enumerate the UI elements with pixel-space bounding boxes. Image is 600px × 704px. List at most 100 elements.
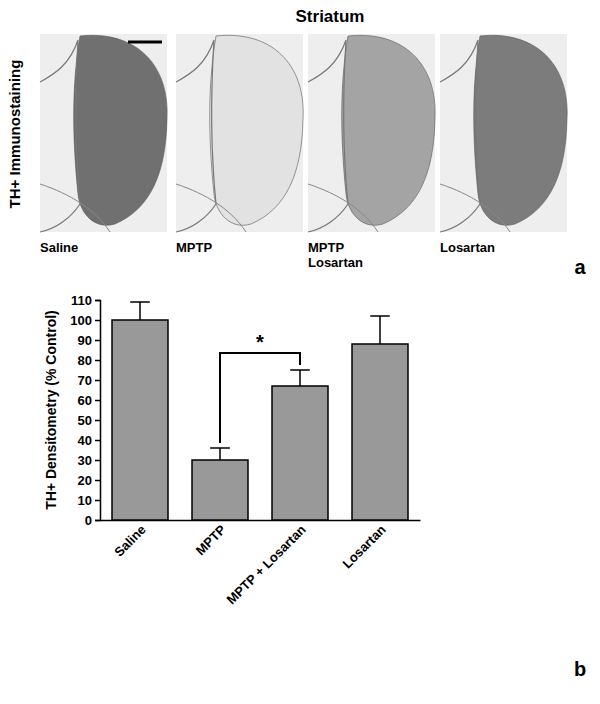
image-background [40, 34, 167, 232]
y-tick-label: 80 [78, 353, 92, 368]
tissue-edge [440, 184, 510, 232]
y-tick: 10 [78, 493, 100, 508]
x-tick: Saline [111, 520, 149, 560]
y-tick: 60 [78, 393, 100, 408]
significance-bracket [220, 353, 300, 443]
error-bar [370, 316, 390, 344]
section-image [176, 34, 303, 232]
plot-area [112, 302, 408, 520]
error-stem [219, 448, 221, 460]
error-cap [290, 369, 310, 371]
ventricle-edge [40, 40, 80, 232]
y-axis-title: TH+ Densitometry (% Control) [43, 310, 59, 510]
x-tick: MPTP + Losartan [224, 520, 309, 607]
image-label: MPTPLosartan [308, 240, 363, 270]
y-tick: 20 [78, 473, 100, 488]
image-label: Saline [40, 240, 78, 255]
y-tick-mark [95, 360, 100, 362]
x-tick-label: MPTP [193, 522, 229, 558]
y-axis-line [95, 301, 101, 521]
striatum [210, 35, 303, 225]
image-label-line: Saline [40, 240, 78, 255]
tissue-edge [176, 184, 246, 232]
y-tick: 0 [85, 513, 100, 528]
y-tick: 80 [78, 353, 100, 368]
x-tick-label: MPTP + Losartan [224, 522, 309, 607]
y-tick-mark [95, 420, 100, 422]
section-image [40, 34, 167, 232]
image-background [440, 34, 567, 232]
y-tick-label: 10 [78, 493, 92, 508]
ventricle-edge [308, 40, 348, 232]
image-background [176, 34, 303, 232]
side-label: TH+ Immunostaining [6, 60, 23, 209]
error-bar [210, 448, 230, 460]
y-tick-label: 20 [78, 473, 92, 488]
section-image [308, 34, 435, 232]
y-tick: 90 [78, 333, 100, 348]
x-tick: MPTP [193, 520, 229, 558]
error-bar [290, 370, 310, 386]
y-tick-mark [95, 340, 100, 342]
significance-label: * [256, 331, 264, 353]
y-tick: 100 [70, 313, 100, 328]
panel-letter: a [574, 256, 586, 278]
y-tick: 70 [78, 373, 100, 388]
image-background [308, 34, 435, 232]
figure: StriatumTH+ ImmunostainingSalineMPTPMPTP… [0, 0, 600, 704]
y-tick: 50 [78, 413, 100, 428]
image-label: MPTP [176, 240, 212, 255]
y-tick-mark [95, 480, 100, 482]
y-tick: 110 [71, 293, 100, 308]
error-stem [299, 370, 301, 386]
image-label-line: MPTP [308, 240, 344, 255]
image-label-line: Losartan [308, 255, 363, 270]
x-tick-label: Losartan [339, 522, 388, 571]
error-bar [130, 302, 150, 320]
tissue-edge [308, 184, 378, 232]
error-cap [370, 315, 390, 317]
ventricle-edge [176, 40, 216, 232]
scale-bar [128, 41, 162, 44]
y-tick-label: 50 [78, 413, 92, 428]
x-axis: Saline MPTPMPTP + Losartan Losartan [101, 520, 421, 607]
y-tick-mark [95, 400, 100, 402]
error-cap [130, 301, 150, 303]
y-tick-mark [95, 440, 100, 442]
panel-letter: b [574, 658, 586, 680]
y-tick-label: 90 [78, 333, 92, 348]
striatum [474, 35, 567, 225]
y-tick-label: 30 [78, 453, 92, 468]
y-tick-mark [95, 520, 100, 522]
y-tick-mark [95, 460, 100, 462]
y-tick-label: 100 [70, 313, 92, 328]
image-label: Losartan [440, 240, 495, 255]
x-tick: Losartan [339, 520, 388, 571]
section-image [440, 34, 567, 232]
panel-title: Striatum [296, 7, 365, 26]
image-label-line: MPTP [176, 240, 212, 255]
error-cap [210, 447, 230, 449]
y-axis: 0 10 20 30 40 50 60 70 80 90 100 110 [70, 293, 100, 528]
image-label-line: Losartan [440, 240, 495, 255]
striatum [342, 35, 435, 225]
bar [192, 460, 248, 520]
y-tick-label: 110 [71, 293, 92, 308]
y-tick-label: 70 [78, 373, 92, 388]
ventricle-edge [440, 40, 480, 232]
bar [272, 386, 328, 520]
bar [112, 320, 168, 520]
error-stem [379, 316, 381, 344]
striatum [74, 35, 167, 225]
y-tick: 30 [78, 453, 100, 468]
y-tick-mark [95, 500, 100, 502]
error-stem [139, 302, 141, 320]
bar [352, 344, 408, 520]
y-tick-label: 40 [78, 433, 92, 448]
y-tick: 40 [78, 433, 100, 448]
y-tick-mark [95, 320, 100, 322]
y-tick-label: 0 [85, 513, 92, 528]
y-tick-label: 60 [78, 393, 92, 408]
x-tick-label: Saline [111, 522, 149, 560]
tissue-edge [40, 184, 110, 232]
